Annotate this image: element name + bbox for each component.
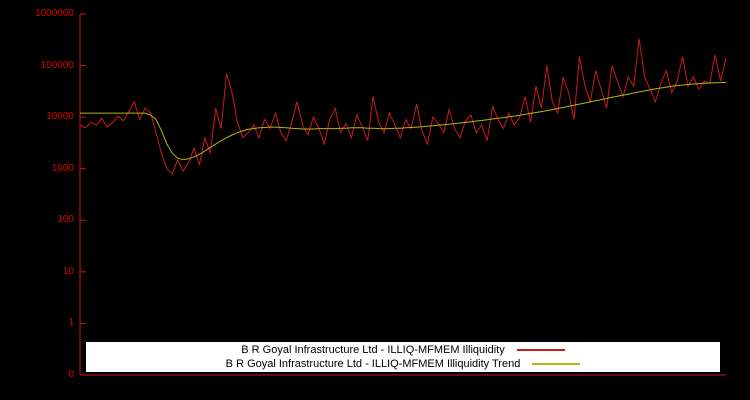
chart-legend: B R Goyal Infrastructure Ltd - ILLIQ-MFM…: [86, 342, 720, 372]
legend-row: B R Goyal Infrastructure Ltd - ILLIQ-MFM…: [86, 358, 720, 371]
y-axis-tick-label: 1000: [51, 162, 74, 174]
y-axis-tick-label: 100000: [40, 59, 74, 71]
y-axis-tick-label: 1000000: [35, 8, 74, 19]
legend-label-trend: B R Goyal Infrastructure Ltd - ILLIQ-MFM…: [225, 357, 521, 370]
series-line-1: [80, 82, 727, 161]
legend-label-illiquidity: B R Goyal Infrastructure Ltd - ILLIQ-MFM…: [241, 343, 505, 356]
y-axis-tick-label: 10: [62, 265, 74, 277]
legend-row: B R Goyal Infrastructure Ltd - ILLIQ-MFM…: [86, 344, 720, 357]
y-axis-tick-label: 1: [68, 317, 74, 329]
y-axis-tick-label: 100: [57, 214, 74, 226]
legend-line-sample-illiquidity: [516, 349, 565, 351]
y-axis-tick-label: 10000: [46, 111, 74, 123]
series-line-0: [79, 38, 727, 175]
y-axis-tick-label: 0: [68, 369, 74, 380]
legend-line-sample-trend: [532, 363, 581, 365]
